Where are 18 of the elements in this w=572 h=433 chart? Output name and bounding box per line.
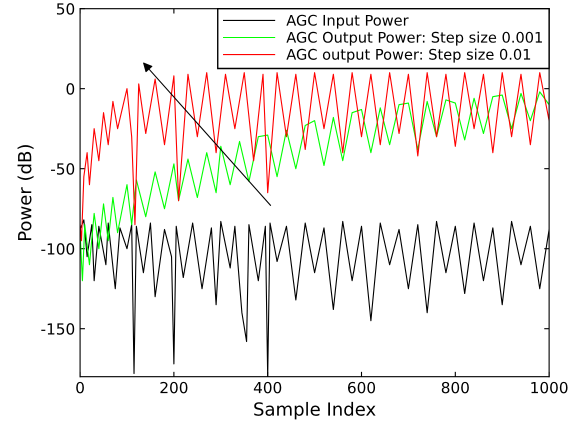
x-axis-title: Sample Index bbox=[254, 402, 376, 420]
y-tick-label: -100 bbox=[41, 243, 74, 255]
y-axis-title: Power (dB) bbox=[18, 145, 34, 240]
y-tick-label: 50 bbox=[56, 3, 74, 15]
line-series bbox=[80, 72, 550, 242]
x-tick-label: 800 bbox=[442, 382, 469, 394]
line-series bbox=[80, 91, 550, 282]
y-tick-label: 0 bbox=[66, 83, 74, 95]
x-tick-label: 600 bbox=[348, 382, 376, 394]
x-tick-label: 1000 bbox=[531, 382, 568, 394]
legend-label: AGC Output Power: Step size 0.001 bbox=[286, 32, 542, 46]
x-tick-label: 0 bbox=[76, 382, 84, 394]
x-tick-label: 400 bbox=[254, 382, 282, 394]
y-tick-label: -50 bbox=[51, 163, 74, 175]
y-tick-label: -150 bbox=[41, 323, 74, 335]
legend-label: AGC Input Power bbox=[286, 14, 409, 29]
x-tick-label: 200 bbox=[160, 382, 188, 394]
legend-label: AGC output Power: Step size 0.01 bbox=[286, 48, 530, 63]
